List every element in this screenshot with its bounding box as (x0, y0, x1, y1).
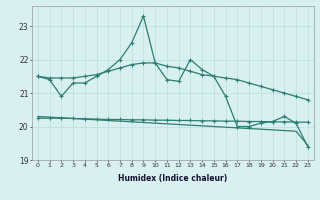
X-axis label: Humidex (Indice chaleur): Humidex (Indice chaleur) (118, 174, 228, 183)
